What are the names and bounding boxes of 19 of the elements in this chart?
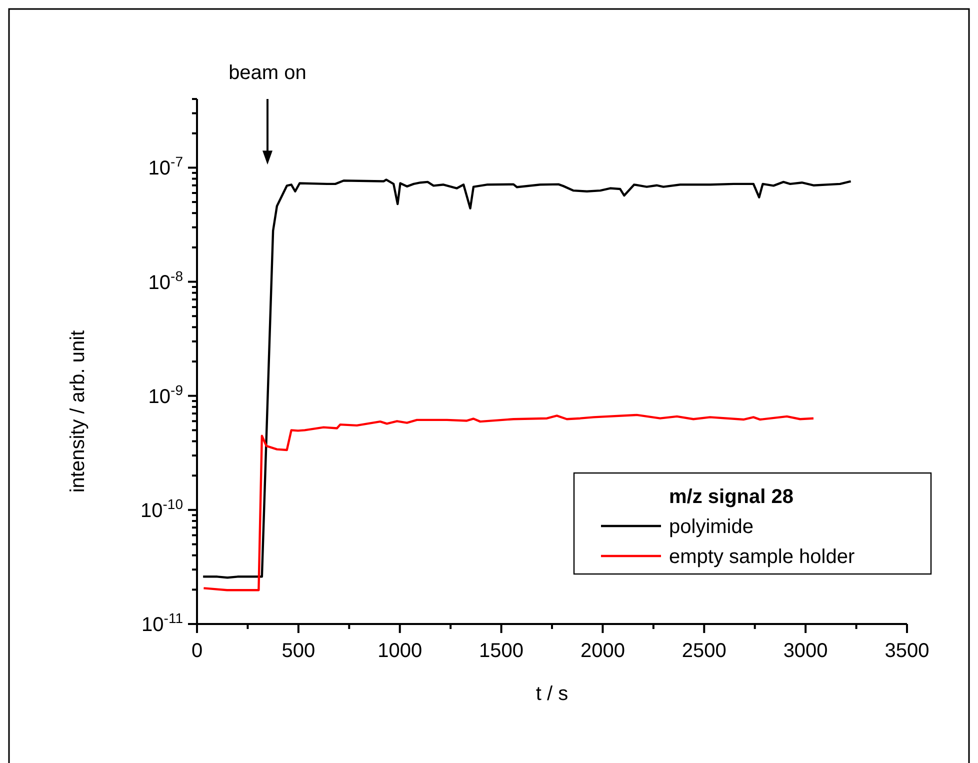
legend-label: polyimide xyxy=(669,516,754,538)
x-tick-label: 1000 xyxy=(378,640,422,662)
y-tick-label: 10$^{-8}$ xyxy=(148,268,184,294)
x-tick-label: 2500 xyxy=(682,640,726,662)
legend-label: empty sample holder xyxy=(669,546,855,568)
x-tick-label: 500 xyxy=(282,640,316,662)
y-tick-label: 10$^{-10}$ xyxy=(140,496,184,522)
x-tick-label: 1500 xyxy=(479,640,524,662)
x-tick-label: 3500 xyxy=(884,640,930,662)
y-tick-label: 10$^{-7}$ xyxy=(148,154,184,180)
y-tick-label: 10$^{-11}$ xyxy=(142,610,184,636)
y-axis-title: intensity / arb. unit xyxy=(67,330,89,493)
x-axis-title: t / s xyxy=(536,683,568,705)
x-tick-label: 2000 xyxy=(580,640,625,662)
x-tick-label: 3000 xyxy=(783,640,828,662)
x-tick-label: 0 xyxy=(191,640,203,662)
y-tick-label: 10$^{-9}$ xyxy=(148,382,184,408)
text: beam on xyxy=(228,62,306,84)
legend-title: m/z signal 28 xyxy=(669,486,794,508)
